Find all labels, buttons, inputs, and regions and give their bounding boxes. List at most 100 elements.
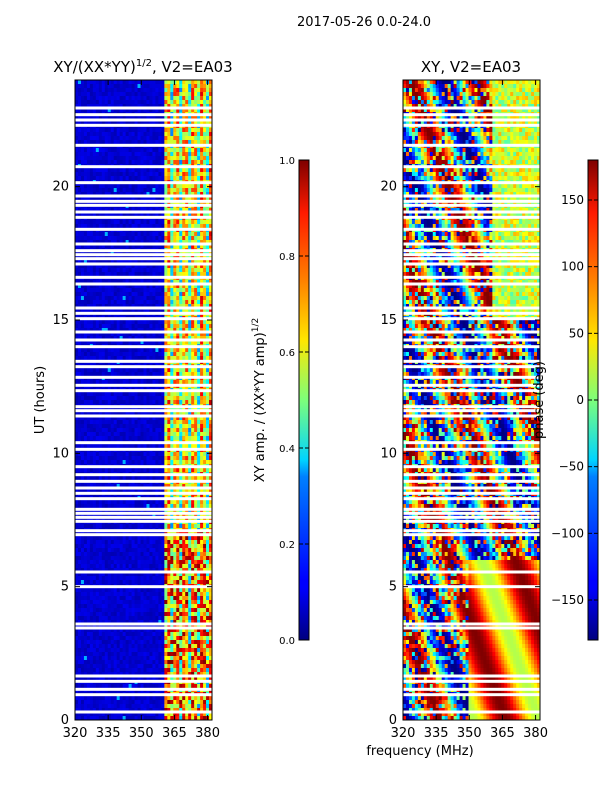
heatmap-cell — [75, 148, 78, 152]
heatmap-cell — [200, 156, 203, 160]
heatmap-cell — [149, 352, 152, 356]
heatmap-cell — [135, 400, 138, 404]
heatmap-cell — [99, 84, 102, 88]
heatmap-cell — [132, 288, 135, 292]
heatmap-cell — [185, 436, 188, 440]
heatmap-cell — [138, 504, 141, 508]
heatmap-cell — [206, 268, 209, 272]
heatmap-cell — [191, 392, 194, 396]
heatmap-cell — [126, 400, 129, 404]
heatmap-cell — [99, 420, 102, 424]
heatmap-cell — [126, 392, 129, 396]
heatmap-cell — [120, 424, 123, 428]
heatmap-cell — [146, 500, 149, 504]
heatmap-cell — [129, 160, 132, 164]
heatmap-cell — [155, 460, 158, 464]
heatmap-cell — [155, 436, 158, 440]
heatmap-cell — [176, 500, 179, 504]
heatmap-cell — [176, 288, 179, 292]
heatmap-cell — [99, 92, 102, 96]
heatmap-cell — [111, 436, 114, 440]
heatmap-cell — [93, 140, 96, 144]
heatmap-cell — [87, 128, 90, 132]
heatmap-cell — [81, 188, 84, 192]
heatmap-cell — [96, 432, 99, 436]
heatmap-cell — [93, 380, 96, 384]
heatmap-cell — [138, 296, 141, 300]
heatmap-cell — [146, 380, 149, 384]
heatmap-cell — [152, 236, 155, 240]
heatmap-cell — [111, 92, 114, 96]
heatmap-cell — [144, 400, 147, 404]
heatmap-cell — [102, 500, 105, 504]
heatmap-cell — [149, 128, 152, 132]
heatmap-cell — [102, 324, 105, 328]
heatmap-cell — [164, 272, 167, 276]
heatmap-cell — [141, 172, 144, 176]
heatmap-cell — [164, 500, 167, 504]
heatmap-cell — [176, 452, 179, 456]
heatmap-cell — [158, 100, 161, 104]
heatmap-cell — [194, 396, 197, 400]
heatmap-cell — [120, 348, 123, 352]
heatmap-cell — [108, 184, 111, 188]
heatmap-cell — [188, 504, 191, 508]
heatmap-cell — [90, 224, 93, 228]
heatmap-cell — [173, 232, 176, 236]
heatmap-cell — [75, 152, 78, 156]
heatmap-cell — [138, 372, 141, 376]
heatmap-cell — [84, 92, 87, 96]
heatmap-cell — [144, 92, 147, 96]
heatmap-cell — [200, 452, 203, 456]
heatmap-cell — [123, 268, 126, 272]
heatmap-cell — [191, 140, 194, 144]
heatmap-cell — [203, 444, 206, 448]
heatmap-cell — [194, 80, 197, 84]
heatmap-cell — [105, 132, 108, 136]
heatmap-cell — [149, 80, 152, 84]
heatmap-cell — [155, 224, 158, 228]
heatmap-cell — [114, 372, 117, 376]
heatmap-cell — [206, 380, 209, 384]
heatmap-cell — [132, 268, 135, 272]
heatmap-cell — [149, 356, 152, 360]
heatmap-cell — [197, 220, 200, 224]
heatmap-cell — [152, 268, 155, 272]
heatmap-cell — [84, 152, 87, 156]
heatmap-cell — [78, 188, 81, 192]
heatmap-cell — [173, 372, 176, 376]
heatmap-cell — [102, 288, 105, 292]
heatmap-cell — [179, 380, 182, 384]
heatmap-cell — [135, 460, 138, 464]
heatmap-cell — [126, 380, 129, 384]
heatmap-cell — [167, 468, 170, 472]
heatmap-cell — [84, 148, 87, 152]
heatmap-cell — [87, 460, 90, 464]
heatmap-cell — [87, 348, 90, 352]
heatmap-cell — [200, 272, 203, 276]
heatmap-cell — [90, 268, 93, 272]
heatmap-cell — [93, 160, 96, 164]
heatmap-cell — [93, 324, 96, 328]
heatmap-cell — [173, 352, 176, 356]
heatmap-cell — [120, 504, 123, 508]
heatmap-cell — [105, 432, 108, 436]
heatmap-cell — [96, 428, 99, 432]
heatmap-cell — [111, 456, 114, 460]
heatmap-cell — [182, 320, 185, 324]
heatmap-cell — [176, 324, 179, 328]
heatmap-cell — [114, 420, 117, 424]
heatmap-cell — [161, 232, 164, 236]
heatmap-cell — [158, 356, 161, 360]
heatmap-cell — [185, 172, 188, 176]
heatmap-cell — [176, 380, 179, 384]
heatmap-cell — [149, 148, 152, 152]
heatmap-cell — [191, 92, 194, 96]
heatmap-cell — [87, 188, 90, 192]
heatmap-cell — [144, 396, 147, 400]
heatmap-cell — [176, 392, 179, 396]
heatmap-cell — [126, 96, 129, 100]
heatmap-cell — [188, 368, 191, 372]
heatmap-cell — [179, 224, 182, 228]
heatmap-cell — [93, 476, 96, 480]
